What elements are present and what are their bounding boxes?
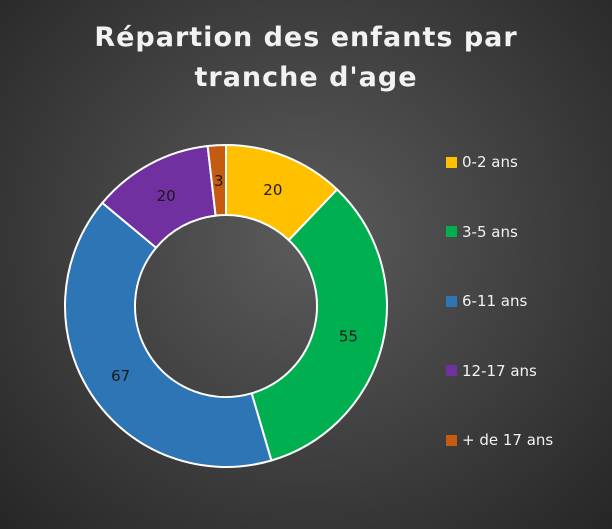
legend-label: 0-2 ans <box>462 153 518 171</box>
legend-item: 0-2 ans <box>446 150 553 174</box>
legend-swatch <box>446 365 457 376</box>
donut-slice-6-11-ans <box>64 201 273 468</box>
legend-label: 12-17 ans <box>462 361 537 380</box>
legend-item: 3-5 ans <box>446 220 553 244</box>
data-labels: 20 55 67 20 3 <box>111 172 358 385</box>
legend-item: 6-11 ans <box>446 289 553 313</box>
legend-swatch <box>446 295 457 307</box>
data-label: 20 <box>157 187 176 205</box>
data-label: 67 <box>111 367 130 385</box>
donut-slices <box>64 143 388 468</box>
legend-item: + de 17 ans <box>446 428 553 452</box>
legend-swatch <box>446 226 457 237</box>
legend-label: + de 17 ans <box>462 431 554 449</box>
donut-slice-de-17-ans <box>206 143 227 217</box>
data-label: 20 <box>263 181 282 199</box>
legend-swatch <box>446 156 457 168</box>
chart-title-line-1: Répartion des enfants par <box>94 22 518 53</box>
legend-label: 3-5 ans <box>462 222 518 241</box>
data-label: 3 <box>214 172 224 190</box>
legend: 0-2 ans 3-5 ans 6-11 ans 12-17 ans + de … <box>446 150 553 498</box>
legend-swatch <box>446 434 457 446</box>
donut-slice-3-5-ans <box>250 188 388 462</box>
legend-item: 12-17 ans <box>446 359 553 383</box>
chart-title: Répartion des enfants par tranche d'age <box>0 18 612 98</box>
data-label: 55 <box>339 328 358 346</box>
chart-title-line-2: tranche d'age <box>194 62 418 93</box>
legend-label: 6-11 ans <box>462 292 528 310</box>
